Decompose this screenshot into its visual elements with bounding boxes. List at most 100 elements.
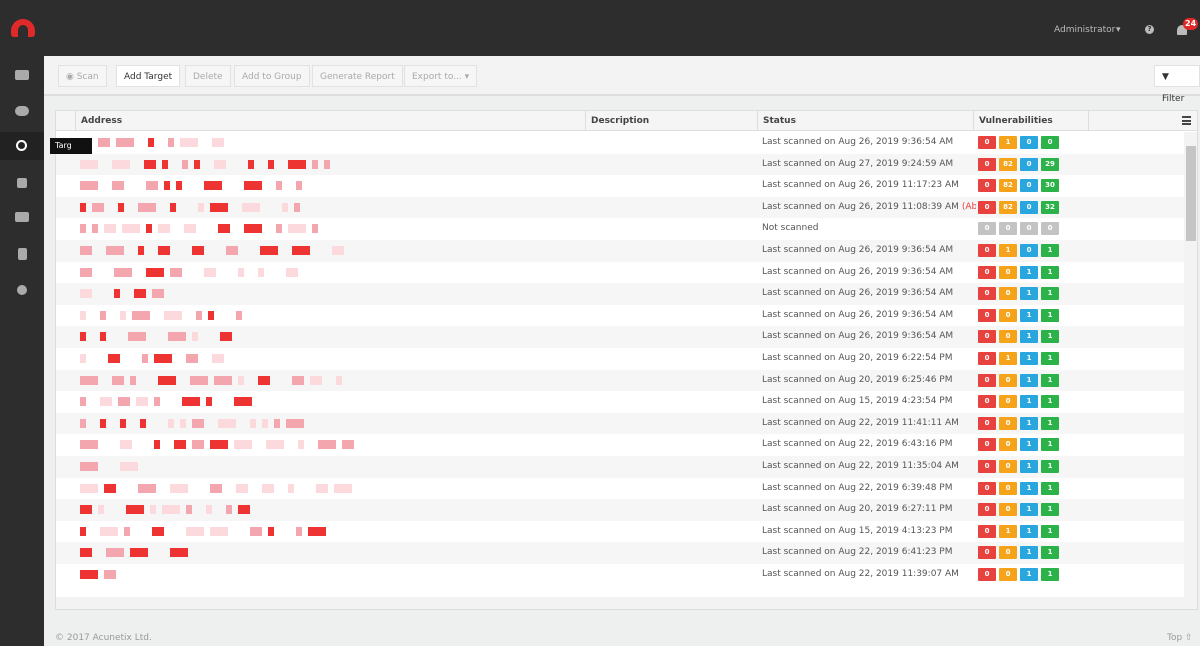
redacted-address xyxy=(164,310,182,320)
redacted-address xyxy=(162,159,168,169)
status-text: Last scanned on Aug 26, 2019 9:36:54 AM xyxy=(762,266,954,277)
row-checkbox[interactable] xyxy=(62,354,70,362)
row-checkbox[interactable] xyxy=(62,397,70,405)
row-checkbox[interactable] xyxy=(62,527,70,535)
row-checkbox[interactable] xyxy=(62,570,70,578)
status-text: Last scanned on Aug 27, 2019 9:24:59 AM xyxy=(762,158,954,169)
add-target-button[interactable]: Add Target xyxy=(116,65,181,87)
row-checkbox[interactable] xyxy=(62,160,70,168)
delete-button[interactable]: Delete xyxy=(185,65,231,87)
status: Last scanned on Aug 26, 2019 11:17:23 AM xyxy=(762,175,976,197)
row-checkbox[interactable] xyxy=(62,505,70,513)
row-checkbox[interactable] xyxy=(62,440,70,448)
redacted-address xyxy=(106,548,124,558)
check-header[interactable] xyxy=(56,111,76,131)
row-checkbox[interactable] xyxy=(62,376,70,384)
h-scrollbar[interactable] xyxy=(56,597,1197,609)
table-row[interactable]: Last scanned on Aug 26, 2019 9:36:54 AM 0… xyxy=(56,261,1184,284)
status-text: Last scanned on Aug 15, 2019 4:13:23 PM xyxy=(762,525,953,536)
table-row[interactable]: Last scanned on Aug 26, 2019 11:17:23 AM… xyxy=(56,175,1184,197)
vuln-badge: 1 xyxy=(1020,373,1038,387)
bell[interactable] xyxy=(1177,25,1187,35)
table-row[interactable]: Last scanned on Aug 22, 2019 6:41:23 PM 0… xyxy=(56,542,1184,564)
column-header[interactable]: Description xyxy=(586,111,758,131)
redacted-address xyxy=(80,483,98,493)
table-row[interactable]: Last scanned on Aug 26, 2019 11:08:39 AM… xyxy=(56,196,1184,219)
row-checkbox[interactable] xyxy=(62,332,70,340)
table-row[interactable]: Last scanned on Aug 22, 2019 6:43:16 PM 0… xyxy=(56,434,1184,456)
table-row[interactable]: Last scanned on Aug 15, 2019 4:13:23 PM 0… xyxy=(56,520,1184,543)
redacted-address xyxy=(248,159,254,169)
nav-vulns[interactable] xyxy=(17,178,27,188)
redacted-address xyxy=(140,418,146,428)
redacted-address xyxy=(276,224,282,234)
nav-settings[interactable] xyxy=(17,285,27,295)
table-row[interactable]: Last scanned on Aug 22, 2019 11:39:07 AM… xyxy=(56,564,1184,586)
table-row[interactable]: Last scanned on Aug 26, 2019 9:36:54 AM 0… xyxy=(56,283,1184,305)
column-header[interactable]: Vulnerabilities xyxy=(974,111,1089,131)
status: Last scanned on Aug 22, 2019 6:41:23 PM xyxy=(762,542,976,564)
redacted-address xyxy=(108,354,120,363)
redacted-address xyxy=(296,181,302,191)
table-row[interactable]: Last scanned on Aug 22, 2019 6:39:48 PM 0… xyxy=(56,477,1184,500)
vuln-badge: 0 xyxy=(1020,136,1038,149)
table-row[interactable]: Last scanned on Aug 26, 2019 9:36:54 AM 0… xyxy=(56,326,1184,348)
vuln-badge: 1 xyxy=(1041,330,1059,344)
help[interactable]: ? xyxy=(1145,25,1154,34)
vuln-badge: 82 xyxy=(999,179,1017,193)
generate-report-button[interactable]: Generate Report xyxy=(312,65,403,87)
redacted-address xyxy=(236,483,248,493)
table-row[interactable]: Last scanned on Aug 26, 2019 9:36:54 AM 0… xyxy=(56,240,1184,262)
redacted-address xyxy=(192,332,198,342)
column-header[interactable]: Address xyxy=(76,111,586,131)
table-row[interactable]: Last scanned on Aug 22, 2019 11:41:11 AM… xyxy=(56,412,1184,435)
row-checkbox[interactable] xyxy=(62,548,70,556)
row-checkbox[interactable] xyxy=(62,268,70,276)
column-menu[interactable] xyxy=(1182,116,1191,125)
logo[interactable] xyxy=(11,19,35,37)
status: Last scanned on Aug 22, 2019 11:39:07 AM xyxy=(762,564,976,586)
row-checkbox[interactable] xyxy=(62,484,70,492)
redacted-address xyxy=(170,202,176,212)
redacted-address xyxy=(122,224,140,234)
nav-dashboard[interactable] xyxy=(15,70,29,80)
filter-button[interactable]: ▼ Filter xyxy=(1154,65,1200,104)
row-checkbox[interactable] xyxy=(62,181,70,189)
table-row[interactable]: Not scanned 0 0 0 0 xyxy=(56,218,1184,240)
redacted-address xyxy=(184,224,196,234)
row-checkbox[interactable] xyxy=(62,246,70,254)
top-link[interactable]: Top ⇧ xyxy=(1167,633,1193,643)
nav-reports-chart[interactable] xyxy=(15,212,29,222)
row-checkbox[interactable] xyxy=(62,289,70,297)
vuln-badge: 29 xyxy=(1041,157,1059,171)
row-checkbox[interactable] xyxy=(62,311,70,319)
table-row[interactable]: Last scanned on Aug 27, 2019 9:24:59 AM 0… xyxy=(56,153,1184,176)
nav-targets[interactable] xyxy=(0,132,44,160)
redacted-address xyxy=(112,159,130,169)
scan-button[interactable]: ◉ Scan xyxy=(58,65,107,87)
table-row[interactable]: Last scanned on Aug 22, 2019 11:35:04 AM… xyxy=(56,456,1184,478)
redacted-address xyxy=(152,289,164,299)
user-menu[interactable]: Administrator xyxy=(1054,25,1116,35)
add-to-group-button[interactable]: Add to Group xyxy=(234,65,310,87)
table-row[interactable]: Last scanned on Aug 26, 2019 9:36:54 AM 0… xyxy=(56,304,1184,327)
v-scrollbar[interactable] xyxy=(1184,132,1197,597)
row-checkbox[interactable] xyxy=(62,462,70,470)
table-row[interactable]: Last scanned on Aug 20, 2019 6:22:54 PM 0… xyxy=(56,348,1184,370)
table-row[interactable]: Last scanned on Aug 20, 2019 6:25:46 PM 0… xyxy=(56,369,1184,392)
export-button[interactable]: Export to... ▾ xyxy=(404,65,478,87)
column-header[interactable]: Status xyxy=(758,111,974,131)
nav-reports[interactable] xyxy=(18,248,27,260)
redacted-address xyxy=(120,310,126,320)
nav-stats[interactable] xyxy=(15,106,29,116)
vuln-badge: 0 xyxy=(978,524,996,538)
vuln-badge: 0 xyxy=(999,460,1017,473)
table-row[interactable]: Last scanned on Aug 15, 2019 4:23:54 PM 0… xyxy=(56,391,1184,413)
row-checkbox[interactable] xyxy=(62,419,70,427)
redacted-address xyxy=(234,397,252,407)
row-checkbox[interactable] xyxy=(62,224,70,232)
vuln-badge: 1 xyxy=(1020,416,1038,430)
table-row[interactable]: Last scanned on Aug 26, 2019 9:36:54 AM 0… xyxy=(56,132,1184,154)
row-checkbox[interactable] xyxy=(62,203,70,211)
table-row[interactable]: Last scanned on Aug 20, 2019 6:27:11 PM 0… xyxy=(56,499,1184,521)
